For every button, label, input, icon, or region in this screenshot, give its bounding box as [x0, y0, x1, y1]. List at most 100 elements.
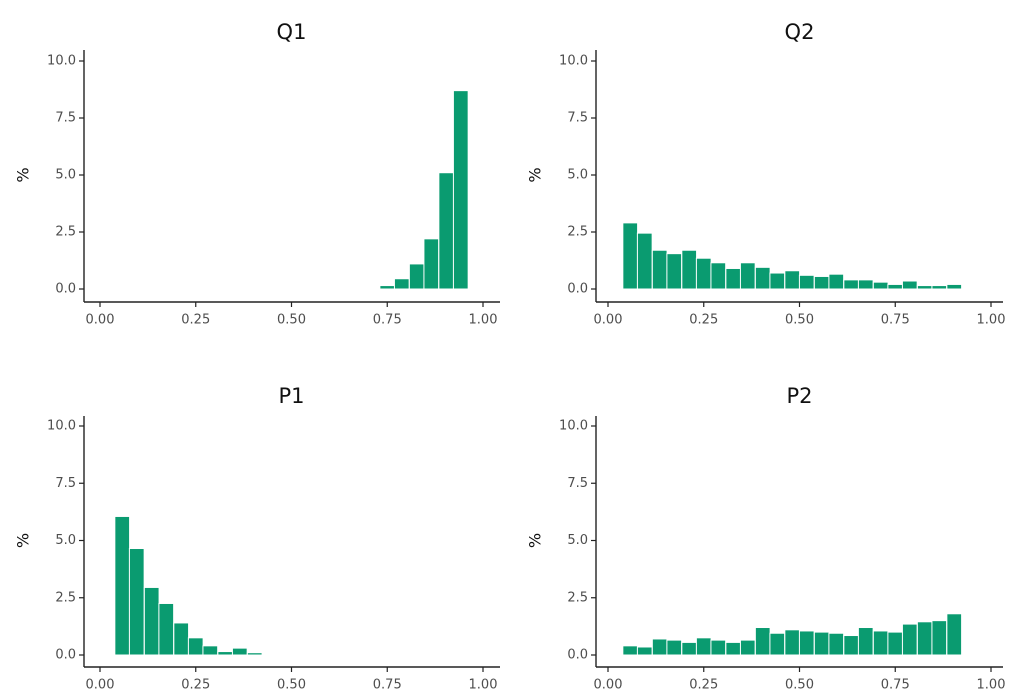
histogram-bar	[798, 274, 815, 290]
histogram-bar	[901, 280, 918, 290]
histogram-bar	[408, 263, 425, 290]
histogram-bar	[452, 90, 469, 290]
y-tick-label: 7.5	[55, 111, 76, 126]
histogram-bar	[651, 638, 668, 656]
y-tick-label: 7.5	[567, 476, 588, 491]
x-tick-label: 0.25	[689, 313, 718, 328]
y-tick-label: 10.0	[559, 419, 588, 434]
x-tick-label: 1.00	[469, 313, 498, 328]
histogram-bar	[128, 548, 145, 656]
histogram-bar	[887, 631, 904, 656]
panel-p1: P1% 0.0 2.5 5.0 7.5 10.0 0.00 0.25 0.50 0.75 1.00	[14, 384, 500, 693]
histogram-bar	[769, 272, 786, 290]
histogram-bar	[187, 637, 204, 656]
x-tick-label: 1.00	[469, 678, 498, 693]
y-axis-label: %	[14, 167, 33, 182]
histogram-bar	[246, 652, 263, 656]
histogram-bar	[739, 262, 756, 290]
y-tick-label: 10.0	[559, 54, 588, 69]
y-tick-label: 5.0	[567, 533, 588, 548]
histogram-bar	[828, 273, 845, 290]
y-tick-label: 5.0	[567, 168, 588, 183]
y-axis-label: %	[526, 167, 545, 182]
x-tick-label: 0.75	[373, 678, 402, 693]
histogram-bar	[695, 257, 712, 290]
x-tick-label: 0.00	[594, 678, 623, 693]
panel-title: P2	[786, 384, 812, 408]
histogram-bar	[946, 613, 963, 656]
x-tick-label: 0.75	[881, 313, 910, 328]
panel-q2: Q2% 0.0 2.5 5.0 7.5 10.0 0.00 0.25 0.50 0.75 1.00	[526, 20, 1006, 328]
histogram-bar	[202, 645, 219, 656]
y-tick-label: 2.5	[55, 225, 76, 240]
panel-title: Q1	[277, 20, 307, 44]
y-tick-label: 7.5	[567, 111, 588, 126]
histogram-bar	[393, 278, 410, 290]
histogram-bar	[931, 620, 948, 656]
y-tick-label: 10.0	[47, 419, 76, 434]
histogram-bar	[784, 629, 801, 656]
x-tick-label: 0.25	[181, 678, 210, 693]
x-tick-label: 0.00	[594, 313, 623, 328]
histogram-bar	[725, 267, 742, 290]
y-tick-label: 2.5	[567, 225, 588, 240]
y-axis-label: %	[14, 533, 33, 548]
x-tick-label: 0.25	[689, 678, 718, 693]
histogram-bar	[158, 602, 175, 656]
histogram-bar	[622, 645, 639, 656]
histogram-bar	[798, 630, 815, 656]
histogram-bar	[651, 249, 668, 290]
x-tick-label: 0.00	[86, 313, 115, 328]
histogram-bar	[739, 639, 756, 656]
histogram-bar	[754, 627, 771, 656]
histogram-bar	[946, 283, 963, 290]
histogram-bar	[931, 285, 948, 290]
panel-q1: Q1% 0.0 2.5 5.0 7.5 10.0 0.00 0.25 0.50 0.75 1.00	[14, 20, 500, 328]
histogram-bar	[666, 639, 683, 656]
histogram-bar	[681, 641, 698, 656]
x-tick-label: 1.00	[977, 678, 1006, 693]
panels-container: Q1% 0.0 2.5 5.0 7.5 10.0 0.00 0.25 0.50 0.75 1.00 Q…	[14, 20, 1006, 693]
histogram-bar	[666, 253, 683, 290]
histogram-bar	[887, 283, 904, 290]
histogram-bar	[725, 641, 742, 656]
histogram-bar	[695, 637, 712, 656]
histogram-bar	[813, 631, 830, 656]
histogram-bar	[379, 285, 396, 290]
histogram-bar	[813, 275, 830, 290]
x-tick-label: 0.50	[277, 678, 306, 693]
y-tick-label: 5.0	[55, 168, 76, 183]
histogram-bar	[143, 586, 160, 656]
histogram-bar	[916, 621, 933, 656]
y-tick-label: 0.0	[55, 648, 76, 663]
histogram-bar	[231, 647, 248, 656]
x-tick-label: 0.75	[881, 678, 910, 693]
histogram-bar	[217, 651, 234, 656]
y-tick-label: 0.0	[567, 282, 588, 297]
histogram-bar	[710, 639, 727, 656]
histogram-bar	[438, 172, 455, 290]
histogram-bar	[622, 222, 639, 290]
bars	[622, 613, 963, 656]
y-axis-label: %	[526, 533, 545, 548]
y-tick-label: 10.0	[47, 54, 76, 69]
histogram-bar	[114, 515, 131, 656]
y-tick-label: 0.0	[567, 648, 588, 663]
histogram-bar	[916, 285, 933, 290]
histogram-bar	[769, 632, 786, 656]
panel-title: Q2	[785, 20, 815, 44]
histogram-bar	[710, 262, 727, 290]
x-tick-label: 0.50	[785, 678, 814, 693]
bars	[622, 222, 963, 290]
histogram-bar	[754, 266, 771, 290]
bars	[114, 515, 263, 656]
bars	[364, 90, 469, 290]
y-tick-label: 5.0	[55, 533, 76, 548]
histogram-bar	[173, 622, 190, 656]
x-tick-label: 0.00	[86, 678, 115, 693]
histogram-bar	[872, 281, 889, 290]
histogram-bar	[843, 635, 860, 656]
histogram-bar	[857, 279, 874, 290]
x-tick-label: 0.75	[373, 313, 402, 328]
